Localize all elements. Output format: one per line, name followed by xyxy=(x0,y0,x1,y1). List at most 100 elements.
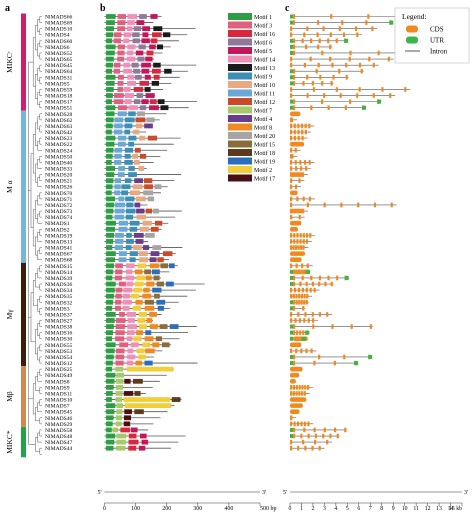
motif-box xyxy=(106,366,112,372)
motif-box xyxy=(116,372,124,378)
cds-box xyxy=(300,293,304,299)
motif-legend-label: Motif 6 xyxy=(254,40,272,47)
motif-box xyxy=(157,99,165,105)
motif-legend-label: Motif 20 xyxy=(254,133,275,140)
motif-box xyxy=(117,80,124,86)
motif-box xyxy=(165,281,174,287)
gene-structure-diagram xyxy=(290,14,411,451)
structure-axis-tick: 4 xyxy=(334,506,337,512)
gene-label: NlMADS73 xyxy=(45,209,73,215)
group-bar xyxy=(21,426,26,458)
motif-box xyxy=(127,50,134,56)
motif-box xyxy=(106,93,113,98)
gene-label: NlMADS72 xyxy=(45,203,73,209)
cds-box xyxy=(290,214,293,220)
group-label: MIKC* xyxy=(5,430,14,454)
cds-box xyxy=(290,439,293,445)
cds-box xyxy=(299,330,302,335)
cds-box xyxy=(303,421,307,427)
motif-legend-swatch xyxy=(228,140,252,148)
motif-box xyxy=(144,360,153,366)
motif-box xyxy=(145,330,152,336)
cds-box xyxy=(293,239,296,244)
cds-box xyxy=(292,293,295,299)
cds-box xyxy=(302,306,305,311)
cds-box xyxy=(340,202,343,208)
motif-box xyxy=(126,26,133,32)
motif-box xyxy=(132,305,142,311)
cds-box xyxy=(349,99,352,104)
cds-box xyxy=(342,32,346,38)
motif-box xyxy=(129,226,138,232)
motif-box xyxy=(106,62,113,68)
motif-box xyxy=(106,336,113,342)
cds-box xyxy=(309,56,312,62)
motif-box xyxy=(123,87,131,92)
utr-box xyxy=(290,275,293,280)
motif-box xyxy=(117,105,128,111)
motif-box xyxy=(141,62,151,68)
motif-box xyxy=(114,160,122,165)
motif-box xyxy=(128,172,137,177)
cds-box xyxy=(297,135,300,141)
cds-box xyxy=(293,68,296,74)
structure-axis-tick: 2 xyxy=(311,506,314,512)
motif-box xyxy=(106,305,113,311)
motif-box xyxy=(136,330,143,336)
motif-legend-swatch xyxy=(228,72,252,80)
motif-box xyxy=(106,312,116,317)
motif-box xyxy=(146,318,153,323)
cds-box xyxy=(293,354,296,360)
cds-box xyxy=(290,178,293,183)
motif-box xyxy=(117,50,125,56)
cds-box xyxy=(356,32,359,38)
gene-label: NlMADS47 xyxy=(45,440,73,446)
motif-box xyxy=(143,287,150,293)
motif-box xyxy=(117,14,126,19)
motif-box xyxy=(149,99,157,105)
motif-box xyxy=(106,111,115,117)
motif-box xyxy=(139,14,147,19)
cds-box xyxy=(318,281,321,287)
structure-axis-tick: 6 xyxy=(357,506,360,512)
motif-box xyxy=(106,202,115,208)
cds-box xyxy=(369,324,372,329)
motif-box xyxy=(138,354,146,360)
gene-label: NlMADS11 xyxy=(45,391,72,397)
motif-box xyxy=(129,220,140,226)
motif-legend-swatch xyxy=(228,81,252,88)
motif-box xyxy=(152,245,162,250)
legend-label: UTR xyxy=(430,37,444,45)
motif-box xyxy=(114,147,123,153)
motif-box xyxy=(106,160,112,165)
structure-legend: Legend: CDS UTR Intron xyxy=(394,7,470,64)
cds-box xyxy=(317,20,320,25)
cds-box xyxy=(331,324,334,329)
motif-box xyxy=(134,147,141,153)
motif-box xyxy=(125,275,135,281)
motif-box xyxy=(156,44,164,50)
motif-box xyxy=(106,281,116,287)
cds-box xyxy=(294,208,297,214)
utr-box xyxy=(305,330,310,335)
motif-box xyxy=(149,44,156,50)
cds-box xyxy=(356,93,359,98)
cds-box xyxy=(306,75,309,80)
cds-box xyxy=(293,99,296,104)
motif-box xyxy=(106,391,113,396)
motif-box xyxy=(106,372,116,378)
cds-box xyxy=(368,56,371,62)
motif-box xyxy=(146,117,155,123)
motif-box xyxy=(135,123,143,129)
gene-label: NlMADS28 xyxy=(45,112,73,118)
cds-box xyxy=(295,348,298,354)
cds-box xyxy=(390,202,393,208)
motif-box xyxy=(147,135,158,141)
gene-label: NlMADS33 xyxy=(45,167,73,173)
gene-label: NlMADS46 xyxy=(45,416,73,422)
motif-box xyxy=(106,433,116,439)
motif-box xyxy=(114,190,121,196)
motif-box xyxy=(142,245,150,250)
cds-box xyxy=(323,427,326,433)
motif-box xyxy=(146,50,154,56)
